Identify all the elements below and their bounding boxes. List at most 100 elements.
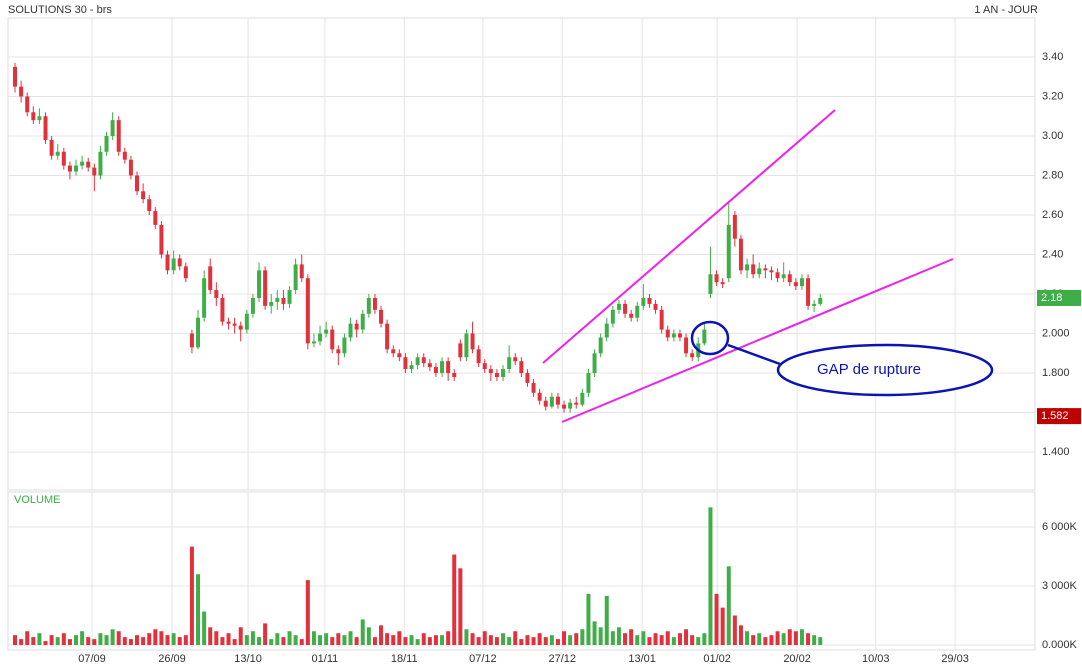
volume-bar — [787, 629, 792, 646]
volume-bar — [141, 637, 146, 646]
volume-bar — [598, 627, 603, 646]
candle-body — [592, 353, 597, 374]
volume-bar — [104, 635, 109, 646]
volume-bar — [153, 629, 158, 646]
candle-body — [293, 264, 298, 291]
volume-bar — [494, 637, 499, 646]
volume-bar — [98, 633, 103, 646]
volume-bar — [446, 631, 451, 646]
candle-body — [397, 353, 402, 358]
volume-bar — [665, 631, 670, 646]
candle-body — [433, 367, 438, 374]
volume-bar — [684, 629, 689, 646]
x-tick-label: 29/03 — [941, 653, 969, 665]
volume-bar — [366, 627, 371, 646]
candle-body — [116, 120, 121, 152]
candle-body — [757, 268, 762, 275]
volume-bar — [470, 633, 475, 646]
volume-bar — [818, 637, 823, 646]
candle-body — [586, 373, 591, 393]
y2-tick-label: 3 000K — [1042, 580, 1078, 592]
candle-body — [67, 165, 72, 172]
candle-body — [31, 112, 36, 121]
volume-bar — [159, 631, 164, 646]
candle-body — [537, 392, 542, 401]
x-tick-label: 26/09 — [158, 653, 186, 665]
candle-body — [135, 175, 140, 192]
candle-body — [519, 361, 524, 374]
x-tick-label: 13/10 — [234, 653, 262, 665]
candle-body — [507, 357, 512, 370]
volume-bar — [690, 635, 695, 646]
volume-bar — [769, 635, 774, 646]
price-tag — [1037, 289, 1081, 306]
volume-bar — [324, 633, 329, 646]
volume-bar — [421, 633, 426, 646]
volume-bar — [226, 633, 231, 646]
y2-tick-label: 6 000K — [1042, 521, 1078, 533]
volume-bar — [580, 629, 585, 646]
candle-body — [806, 278, 811, 306]
x-tick-label: 07/09 — [78, 653, 106, 665]
candle-body — [360, 313, 365, 330]
volume-bar — [122, 637, 127, 646]
volume-bar — [806, 633, 811, 646]
volume-bar — [67, 639, 72, 646]
candle-body — [531, 382, 536, 393]
y-tick-label: 2.40 — [1042, 248, 1063, 260]
x-tick-label: 13/01 — [628, 653, 656, 665]
candle-body — [330, 329, 335, 350]
volume-bar — [415, 639, 420, 646]
candle-body — [342, 337, 347, 354]
volume-bar — [555, 639, 560, 646]
volume-bar — [183, 635, 188, 646]
volume-bar — [501, 633, 506, 646]
volume-bar — [549, 635, 554, 646]
candle-body — [629, 313, 634, 318]
volume-bar — [385, 633, 390, 646]
candle-body — [720, 282, 725, 285]
candle-body — [244, 313, 249, 330]
volume-bar — [13, 635, 18, 646]
volume-bar — [348, 631, 353, 646]
candle-body — [793, 282, 798, 287]
candle-body — [525, 373, 530, 383]
candle-body — [464, 333, 469, 358]
candle-body — [110, 120, 115, 136]
volume-bar — [702, 633, 707, 646]
candle-body — [238, 325, 243, 330]
volume-bar — [574, 633, 579, 646]
price-panel — [7, 17, 1036, 491]
volume-bar — [360, 619, 365, 646]
candle-body — [738, 238, 743, 271]
volume-bar — [635, 635, 640, 646]
candle-body — [708, 274, 713, 295]
x-tick-label: 01/02 — [703, 653, 731, 665]
volume-bar — [781, 633, 786, 646]
candle-body — [745, 264, 750, 271]
candle-body — [440, 361, 445, 374]
candle-body — [769, 270, 774, 273]
volume-bar — [403, 637, 408, 646]
candle-body — [147, 199, 152, 212]
volume-bar — [482, 631, 487, 646]
volume-bar — [397, 631, 402, 646]
price-tag-label: 1.582 — [1041, 410, 1069, 422]
volume-bar — [305, 580, 310, 646]
volume-bar — [19, 639, 24, 646]
volume-bar — [745, 631, 750, 646]
annotation: GAP de rupture — [817, 361, 921, 378]
candle-body — [812, 303, 817, 306]
volume-bar — [647, 637, 652, 646]
y-tick-label: 1.400 — [1042, 446, 1070, 458]
candle-body — [305, 278, 310, 344]
volume-bar — [74, 635, 79, 646]
volume-bar — [433, 635, 438, 646]
volume-bar — [763, 637, 768, 646]
candle-body — [635, 305, 640, 318]
volume-bar — [379, 625, 384, 646]
candle-body — [421, 357, 426, 364]
candle-body — [623, 303, 628, 314]
volume-bar — [55, 637, 60, 646]
